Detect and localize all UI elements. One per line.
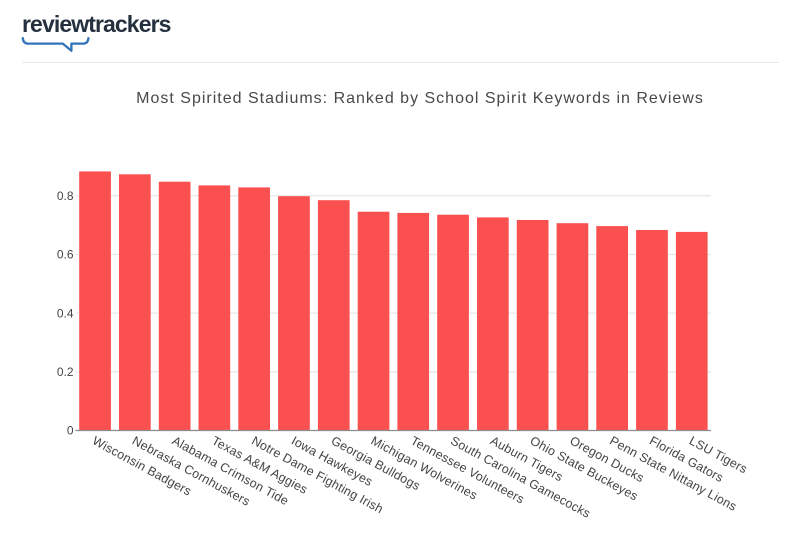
svg-text:0: 0 <box>67 424 74 438</box>
svg-text:0.8: 0.8 <box>57 189 74 203</box>
svg-text:0.6: 0.6 <box>57 248 74 262</box>
svg-text:0.2: 0.2 <box>57 365 74 379</box>
svg-text:0.4: 0.4 <box>57 306 74 320</box>
